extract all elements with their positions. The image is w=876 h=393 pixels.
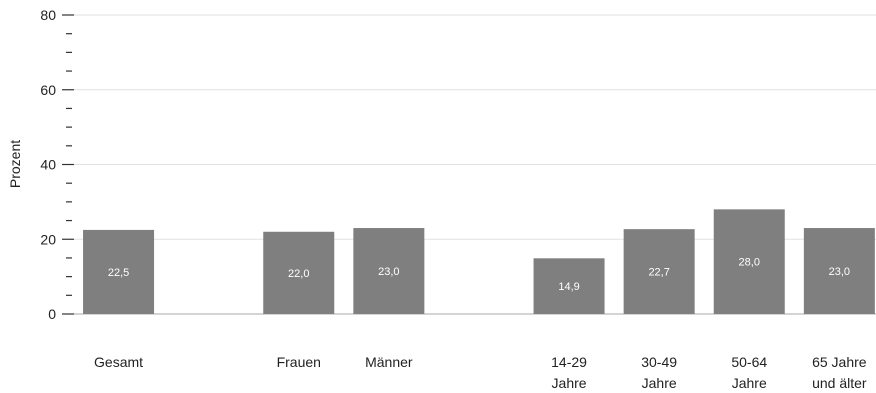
- bar-value-label: 22,0: [288, 268, 309, 280]
- category-label: 50-64 Jahre: [731, 354, 767, 391]
- category-label: Frauen: [277, 354, 321, 370]
- y-tick-label: 0: [48, 306, 56, 322]
- bar: [83, 229, 155, 314]
- y-axis-title: Prozent: [7, 140, 23, 188]
- y-axis: 0 20 40 60 80: [40, 7, 74, 322]
- bar-value-label: 22,7: [648, 267, 669, 279]
- category-label: Männer: [365, 354, 413, 370]
- y-tick-label: 60: [40, 82, 56, 98]
- y-tick-label: 80: [40, 7, 56, 23]
- x-axis-labels: Gesamt Frauen Männer 14-29 Jahre 30-49 Jahre 50…: [94, 354, 867, 391]
- bar: [533, 258, 605, 314]
- y-tick-label: 20: [40, 231, 56, 247]
- bars: 22,5 22,0 23,0 14,9 22,7 28,0 23,0: [83, 209, 875, 314]
- bar: [263, 231, 335, 314]
- bar-value-label: 23,0: [829, 266, 850, 278]
- bar-value-label: 28,0: [739, 257, 760, 269]
- bar: [713, 209, 785, 314]
- bar-value-label: 14,9: [558, 281, 579, 293]
- category-label: Gesamt: [94, 354, 143, 370]
- bar: [623, 229, 695, 314]
- category-label: 30-49 Jahre: [641, 354, 677, 391]
- bar: [353, 228, 425, 314]
- category-label: 65 Jahre und älter: [812, 354, 867, 391]
- category-label: 14-29 Jahre: [551, 354, 587, 391]
- bar: [803, 228, 875, 314]
- y-tick-label: 40: [40, 157, 56, 173]
- bar-value-label: 22,5: [108, 267, 129, 279]
- bar-value-label: 23,0: [378, 266, 399, 278]
